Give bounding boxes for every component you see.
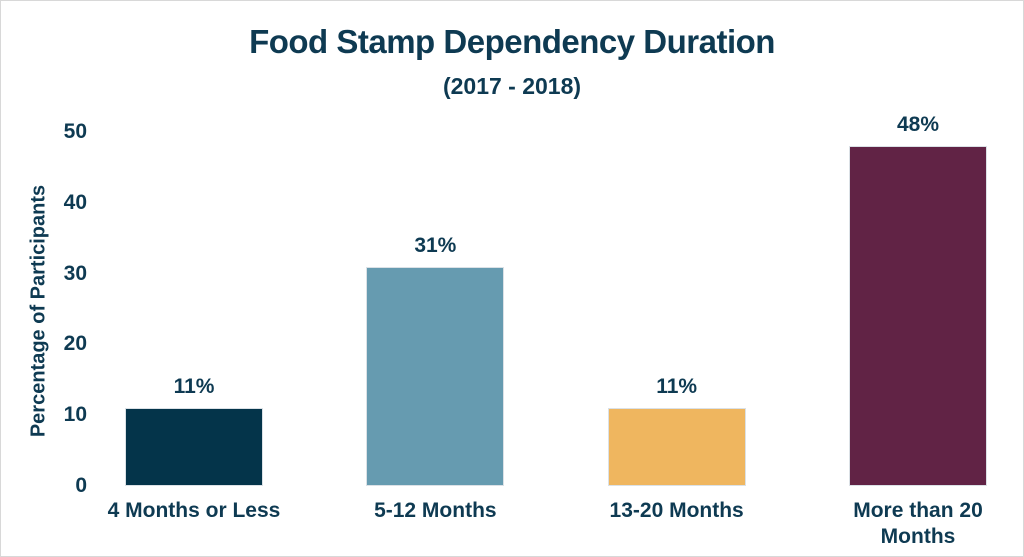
y-tick-label: 30: [63, 261, 87, 285]
bar-2: [366, 266, 505, 486]
bar-value-label: 48%: [896, 113, 940, 137]
bar-3: [607, 408, 746, 486]
chart-title: Food Stamp Dependency Duration: [249, 23, 775, 60]
bar-4: [849, 146, 987, 486]
y-tick-label: 10: [63, 403, 87, 427]
y-tick-label: 50: [63, 120, 87, 143]
category-label: 13-20 Months: [609, 499, 744, 522]
category-label: 4 Months or Less: [107, 499, 281, 522]
bar-value-label: 11%: [173, 375, 215, 399]
bar-value-label: 31%: [414, 233, 457, 257]
category-label: 5-12 Months: [374, 499, 497, 522]
chart-subtitle: (2017 - 2018): [442, 73, 582, 99]
y-tick-label: 40: [63, 190, 87, 214]
bar-1: [125, 408, 263, 486]
y-axis-title: Percentage of Participants: [27, 184, 50, 438]
y-tick-label: 0: [75, 474, 87, 497]
y-tick-label: 20: [63, 332, 87, 356]
bar-value-label: 11%: [656, 375, 698, 399]
category-label: More than 20 Months: [853, 499, 983, 548]
